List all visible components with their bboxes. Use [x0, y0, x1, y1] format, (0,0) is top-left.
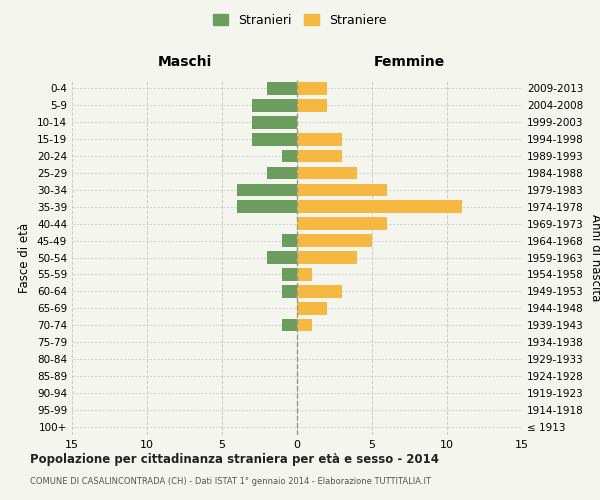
Bar	[297, 166, 357, 179]
Bar	[252, 99, 297, 112]
Bar	[297, 251, 357, 264]
Bar	[297, 133, 342, 145]
Y-axis label: Fasce di età: Fasce di età	[19, 222, 31, 292]
Bar	[297, 285, 342, 298]
Text: Maschi: Maschi	[157, 56, 212, 70]
Bar	[297, 150, 342, 162]
Bar	[282, 319, 297, 332]
Text: COMUNE DI CASALINCONTRADA (CH) - Dati ISTAT 1° gennaio 2014 - Elaborazione TUTTI: COMUNE DI CASALINCONTRADA (CH) - Dati IS…	[30, 478, 431, 486]
Bar	[297, 99, 327, 112]
Bar	[267, 251, 297, 264]
Bar	[297, 319, 312, 332]
Bar	[237, 184, 297, 196]
Bar	[282, 234, 297, 247]
Bar	[252, 116, 297, 128]
Bar	[297, 268, 312, 280]
Bar	[252, 133, 297, 145]
Text: Popolazione per cittadinanza straniera per età e sesso - 2014: Popolazione per cittadinanza straniera p…	[30, 452, 439, 466]
Bar	[282, 268, 297, 280]
Bar	[297, 302, 327, 314]
Bar	[267, 166, 297, 179]
Legend: Stranieri, Straniere: Stranieri, Straniere	[208, 8, 392, 32]
Bar	[297, 82, 327, 95]
Y-axis label: Anni di nascita: Anni di nascita	[589, 214, 600, 301]
Bar	[297, 218, 387, 230]
Bar	[267, 82, 297, 95]
Bar	[297, 184, 387, 196]
Text: Femmine: Femmine	[374, 56, 445, 70]
Bar	[237, 200, 297, 213]
Bar	[297, 234, 372, 247]
Bar	[282, 150, 297, 162]
Bar	[297, 200, 462, 213]
Bar	[282, 285, 297, 298]
